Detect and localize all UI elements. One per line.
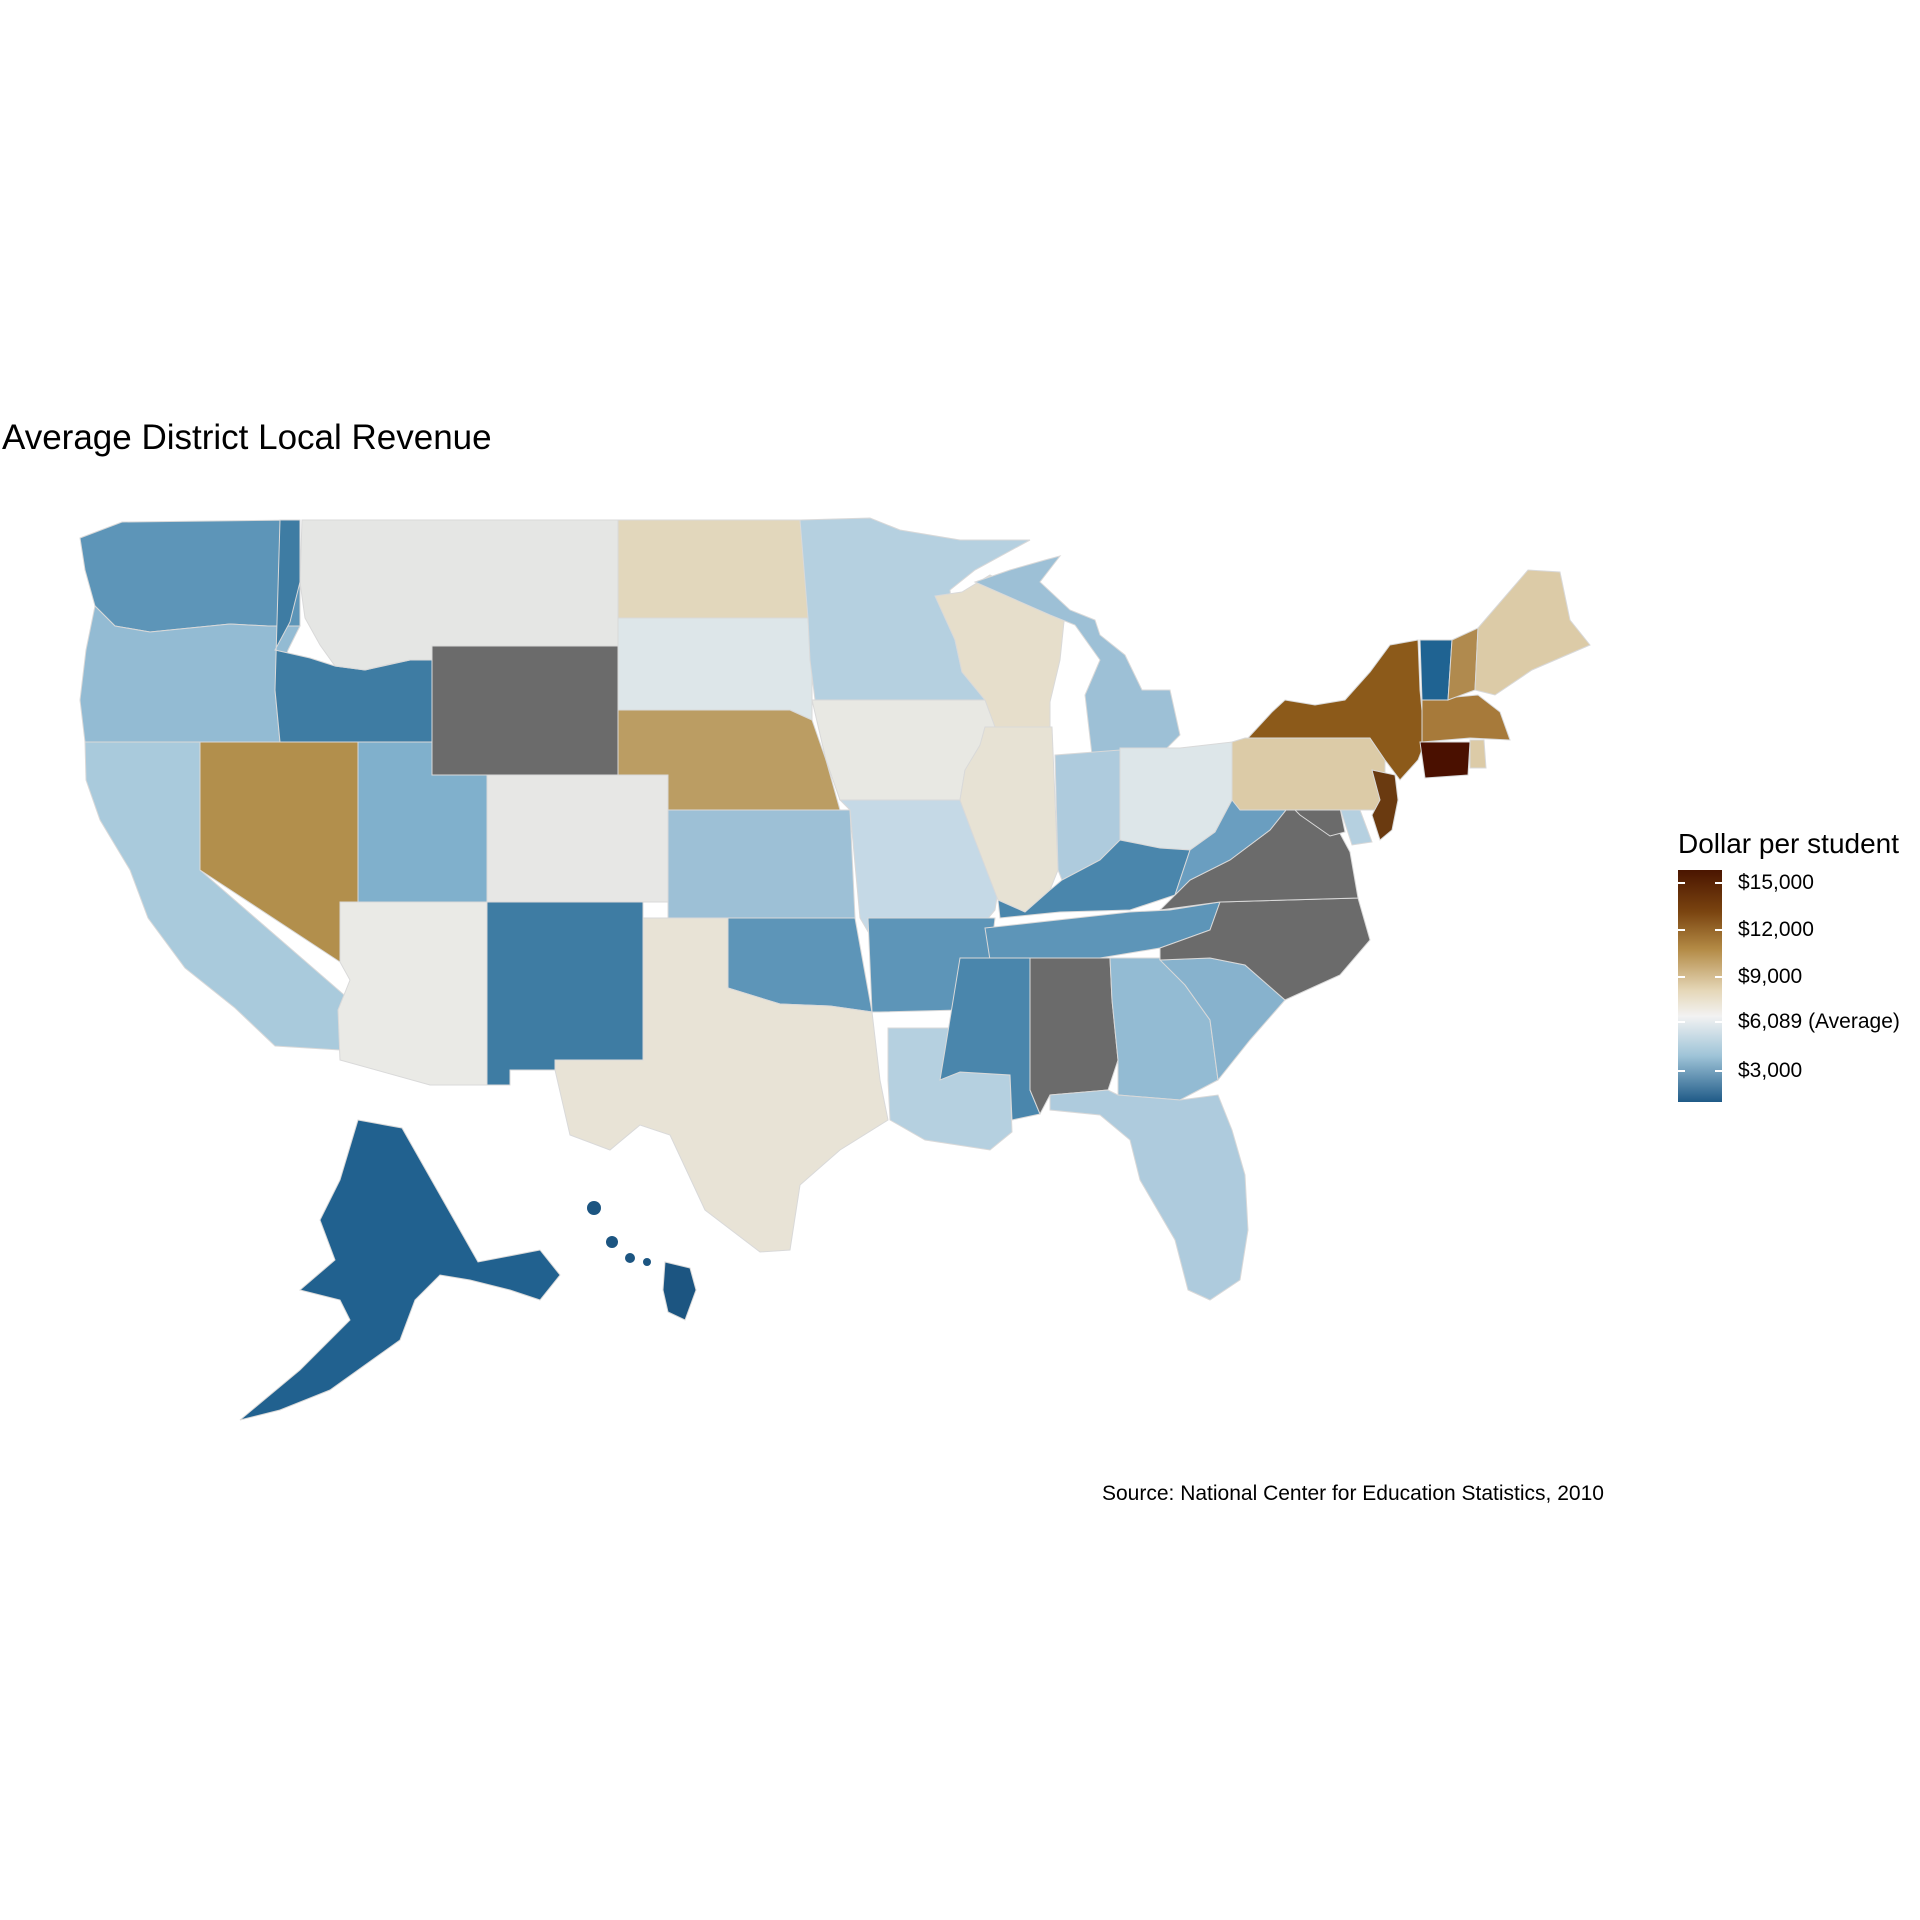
hawaii-islet [606, 1236, 618, 1248]
hawaii-islet [643, 1258, 651, 1266]
legend-colorbar [1678, 870, 1722, 1102]
state-new-mexico: New Mexico [486, 901, 644, 1086]
state-kansas: Kansas [667, 809, 856, 919]
legend-tick-mark [1715, 881, 1722, 884]
state-alaska: Alaska [239, 1119, 561, 1421]
state-florida: Florida [1049, 1089, 1249, 1301]
chart-title: Average District Local Revenue [2, 418, 492, 457]
legend-tick-mark [1678, 1069, 1685, 1072]
legend-tick-mark [1678, 1021, 1685, 1024]
state-connecticut: Connecticut [1419, 741, 1471, 779]
state-delaware: Delaware [1339, 807, 1373, 846]
hawaii-islet [587, 1201, 601, 1215]
state-vermont: Vermont [1419, 639, 1453, 701]
hawaii-islet [625, 1253, 635, 1263]
state-south-dakota: South Dakota [617, 617, 813, 721]
legend-tick-mark [1678, 928, 1685, 931]
state-michigan: Michigan [973, 555, 1181, 756]
state-wyoming: Wyoming [431, 645, 619, 776]
legend-tick-label: $6,089 (Average) [1738, 1010, 1900, 1034]
legend-tick-label: $9,000 [1738, 964, 1803, 988]
state-north-dakota: North Dakota [617, 519, 809, 619]
legend: Dollar per student $15,000 $12,000 $9,000 $… [1678, 828, 1900, 1102]
legend-tick-mark [1678, 881, 1685, 884]
legend-tick-mark [1715, 1069, 1722, 1072]
state-new-york: New York [1246, 639, 1426, 781]
state-new-hampshire: New Hampshire [1447, 627, 1479, 701]
state-north-carolina: North Carolina [1159, 897, 1371, 1001]
legend-tick-mark [1678, 975, 1685, 978]
state-washington: Washington [79, 519, 301, 633]
state-kentucky: Kentucky [997, 839, 1191, 919]
state-texas: Texas [554, 917, 889, 1253]
state-oregon: Oregon [79, 604, 301, 743]
state-wisconsin: Wisconsin [934, 574, 1066, 728]
state-pennsylvania: Pennsylvania [1231, 737, 1386, 811]
legend-title: Dollar per student [1678, 828, 1900, 859]
state-maine: Maine [1474, 569, 1591, 696]
state-colorado: Colorado [486, 774, 669, 903]
legend-tick-mark [1715, 1021, 1722, 1024]
state-rhode-island: Rhode Island [1469, 739, 1487, 769]
state-arizona: Arizona [337, 901, 488, 1086]
legend-tick-mark [1715, 975, 1722, 978]
legend-tick-mark [1715, 928, 1722, 931]
state-hawaii: Hawaii [662, 1261, 697, 1321]
state-massachusetts: Massachusetts [1421, 694, 1511, 743]
source-caption: Source: National Center for Education St… [1102, 1482, 1604, 1505]
legend-tick-label: $3,000 [1738, 1058, 1803, 1082]
state-new-jersey: New Jersey [1371, 769, 1399, 841]
legend-tick-label: $12,000 [1738, 917, 1814, 941]
legend-tick-label: $15,000 [1738, 870, 1814, 894]
